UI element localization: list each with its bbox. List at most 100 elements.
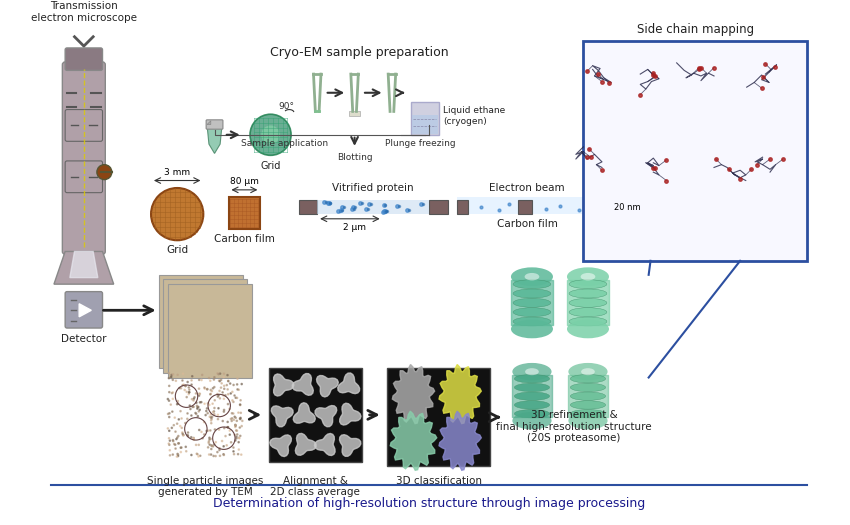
Point: [228, 430, 241, 439]
Point: [222, 377, 235, 385]
Point: [184, 405, 197, 413]
Point: [212, 444, 226, 453]
Point: [233, 423, 246, 432]
Point: [207, 384, 220, 393]
Text: Electron beam: Electron beam: [490, 183, 565, 193]
Polygon shape: [349, 111, 360, 116]
Polygon shape: [340, 403, 361, 425]
Polygon shape: [292, 374, 314, 395]
Point: [223, 405, 236, 413]
Polygon shape: [337, 373, 360, 394]
Point: [184, 381, 198, 389]
Point: [204, 416, 218, 425]
Point: [190, 398, 203, 407]
Point: [162, 427, 176, 435]
Point: [190, 404, 204, 413]
Point: [202, 434, 216, 442]
Point: [218, 385, 231, 393]
Text: Detector: Detector: [61, 333, 106, 344]
Point: [180, 415, 194, 423]
Point: [166, 395, 179, 403]
Point: [213, 452, 227, 460]
Point: [176, 370, 190, 378]
Point: [229, 436, 242, 445]
Ellipse shape: [514, 383, 550, 392]
Point: [174, 443, 188, 452]
Point: [170, 453, 184, 461]
Point: [225, 417, 239, 425]
Point: [215, 437, 229, 445]
Text: 3D classification: 3D classification: [395, 476, 482, 486]
Point: [227, 398, 241, 406]
Point: [186, 403, 200, 411]
Point: [194, 452, 207, 460]
Point: [203, 390, 217, 398]
Point: [174, 448, 188, 456]
Point: [192, 426, 206, 434]
Point: [163, 451, 177, 459]
Point: [190, 403, 204, 411]
Point: [184, 433, 198, 442]
Point: [212, 377, 226, 385]
Point: [230, 374, 244, 383]
Point: [228, 413, 241, 421]
Point: [235, 422, 248, 430]
Point: [218, 432, 232, 440]
Point: [184, 411, 198, 419]
Point: [178, 419, 192, 427]
Ellipse shape: [569, 308, 607, 317]
Text: Plunge freezing: Plunge freezing: [384, 140, 456, 149]
Text: 3D refinement &
final high-resolution structure
(20S proteasome): 3D refinement & final high-resolution st…: [496, 410, 652, 444]
Ellipse shape: [513, 289, 551, 298]
Point: [178, 382, 192, 390]
Point: [218, 406, 231, 414]
Point: [233, 414, 246, 423]
Point: [162, 440, 176, 449]
Point: [162, 396, 176, 405]
Bar: [411, 115, 438, 134]
Polygon shape: [314, 434, 335, 456]
Point: [211, 448, 224, 456]
Ellipse shape: [570, 392, 605, 401]
Point: [171, 434, 184, 442]
Point: [167, 421, 180, 429]
Point: [183, 402, 196, 410]
Point: [221, 376, 235, 385]
Point: [164, 401, 178, 409]
Point: [192, 452, 206, 460]
Point: [232, 445, 246, 454]
Point: [224, 438, 238, 446]
Point: [206, 413, 219, 421]
Polygon shape: [518, 200, 532, 214]
Point: [212, 370, 225, 379]
Point: [205, 445, 218, 453]
Point: [207, 442, 220, 450]
Polygon shape: [429, 200, 448, 214]
Point: [213, 370, 227, 378]
Point: [173, 407, 187, 415]
Point: [227, 443, 241, 452]
Polygon shape: [298, 200, 317, 214]
Point: [201, 426, 215, 435]
Point: [227, 416, 241, 424]
Point: [202, 374, 216, 382]
Point: [162, 424, 175, 433]
Point: [167, 440, 181, 448]
Point: [185, 372, 199, 381]
Point: [187, 434, 201, 442]
Ellipse shape: [513, 363, 552, 381]
Text: 80 μm: 80 μm: [230, 177, 259, 186]
Point: [166, 450, 179, 459]
Point: [215, 379, 229, 387]
Point: [234, 432, 247, 440]
Point: [181, 378, 195, 386]
Point: [225, 409, 239, 417]
Point: [170, 419, 184, 428]
Point: [193, 406, 207, 414]
Point: [192, 392, 206, 400]
Point: [183, 388, 196, 396]
Point: [169, 444, 183, 453]
Point: [211, 392, 224, 401]
Point: [162, 374, 176, 382]
Ellipse shape: [514, 374, 550, 383]
